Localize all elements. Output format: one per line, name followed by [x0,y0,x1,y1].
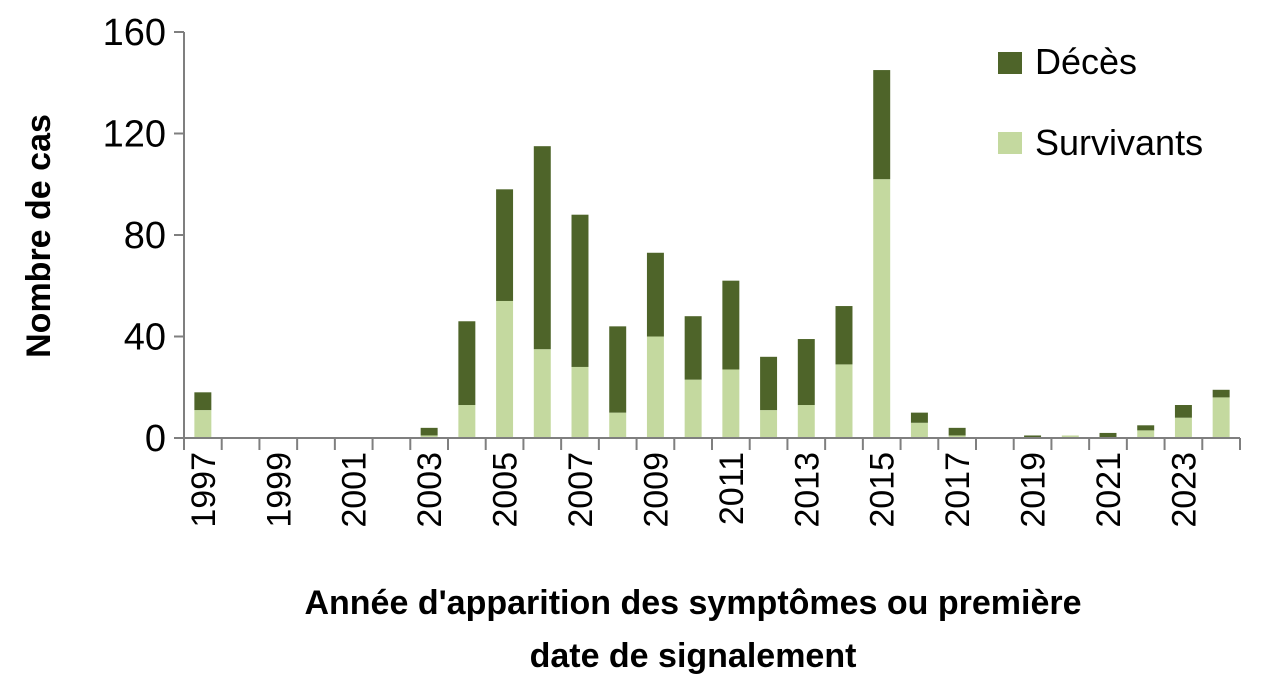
x-tick-label-2017: 2017 [939,452,977,528]
y-tick-labels: 0 40 80 120 160 [103,12,166,460]
legend: Décès Survivants [998,41,1203,163]
bar-deces-2015 [873,70,891,180]
bar-survivants-2010 [684,379,702,438]
x-tick-label-2013: 2013 [788,452,826,528]
x-tick-label-1997: 1997 [185,452,223,528]
legend-swatch-survivants [998,132,1022,154]
bar-survivants-2014 [835,364,853,438]
axes-group [174,31,1241,450]
x-tick-label-2021: 2021 [1090,452,1128,528]
bar-deces-2009 [646,252,664,337]
bar-survivants-2016 [910,422,928,438]
x-tick-label-1999: 1999 [260,452,298,528]
x-axis-title-line2: date de signalement [530,637,857,675]
y-tick-label-80: 80 [124,215,166,257]
bar-survivants-2023 [1174,417,1192,438]
bar-deces-2013 [797,339,815,406]
x-tick-label-2007: 2007 [562,452,600,528]
bar-deces-2008 [609,326,627,413]
bar-deces-1997 [194,392,212,411]
bar-survivants-2017 [948,435,966,438]
bar-survivants-2013 [797,405,815,438]
bar-survivants-2005 [496,300,514,438]
bar-survivants-2009 [646,336,664,438]
y-tick-label-160: 160 [103,12,166,54]
bar-survivants-2007 [571,366,589,438]
bar-deces-2016 [910,412,928,423]
bar-deces-2012 [760,356,778,411]
bar-deces-2021 [1099,432,1117,438]
x-axis-title-line1: Année d'apparition des symptômes ou prem… [304,584,1081,622]
bar-survivants-2012 [760,410,778,438]
bar-survivants-2008 [609,412,627,439]
bar-survivants-1997 [194,410,212,438]
x-tick-labels: 1997 1999 2001 2003 2005 2007 2009 2011 2013 2015… [185,452,1204,528]
x-tick-label-2003: 2003 [411,452,449,528]
bar-deces-2007 [571,214,589,367]
x-tick-label-2019: 2019 [1015,452,1053,528]
bar-deces-2010 [684,316,702,380]
bar-deces-2005 [496,189,514,301]
x-tick-label-2011: 2011 [713,452,751,525]
bar-deces-2017 [948,427,966,436]
bar-survivants-2011 [722,369,740,438]
y-tick-label-0: 0 [145,418,166,460]
x-tick-label-2023: 2023 [1165,452,1203,528]
bar-deces-2006 [533,146,551,350]
bar-deces-2022 [1137,425,1155,431]
bar-deces-2004 [458,321,476,406]
bar-survivants-2004 [458,405,476,438]
y-axis-title: Nombre de cas [20,114,58,358]
x-tick-label-2009: 2009 [637,452,675,528]
legend-label-deces: Décès [1035,41,1137,82]
bar-survivants-2006 [533,349,551,438]
x-tick-label-2005: 2005 [487,452,525,528]
bar-deces-2014 [835,306,853,365]
bar-survivants-2022 [1137,430,1155,438]
legend-swatch-deces [998,52,1022,74]
bar-deces-2019 [1024,435,1042,438]
bar-deces-2023 [1174,405,1192,418]
y-tick-label-120: 120 [103,114,166,156]
legend-label-survivants: Survivants [1035,122,1203,163]
bar-survivants-2020 [1061,435,1079,438]
bar-survivants-2024 [1212,397,1230,438]
bar-deces-2011 [722,280,740,370]
y-tick-label-40: 40 [124,317,166,359]
bar-deces-2003 [420,427,438,436]
x-tick-label-2001: 2001 [336,452,374,528]
bars-group [194,70,1230,439]
bar-survivants-2015 [873,179,891,438]
x-tick-label-2015: 2015 [864,452,902,528]
bar-survivants-2003 [420,435,438,438]
bar-deces-2024 [1212,389,1230,398]
